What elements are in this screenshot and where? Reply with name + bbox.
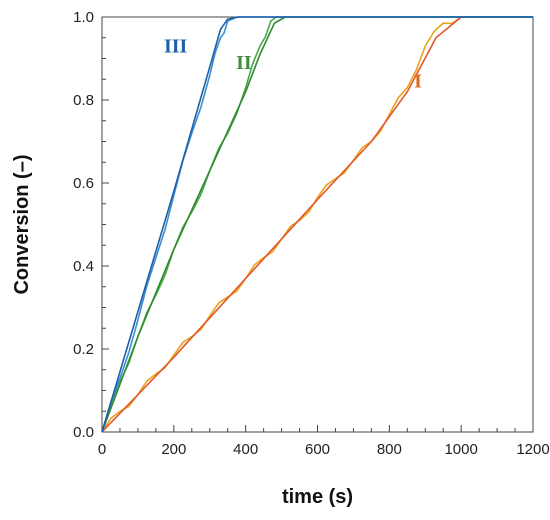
series-label-II: II (236, 52, 252, 74)
y-tick-label: 0.0 (73, 424, 94, 441)
series-label-I: I (414, 71, 422, 93)
series-I-model-line (101, 16, 533, 433)
x-tick-label: 200 (161, 441, 186, 458)
y-axis-title: Conversion (–) (11, 154, 33, 294)
x-tick-label: 1000 (444, 441, 477, 458)
x-axis-title: time (s) (282, 486, 353, 508)
y-tick-label: 1.0 (73, 9, 94, 26)
y-tick-label: 0.2 (73, 341, 94, 358)
y-tick-label: 0.6 (73, 175, 94, 192)
x-tick-label: 800 (377, 441, 402, 458)
x-tick-label: 400 (233, 441, 258, 458)
y-tick-label: 0.4 (73, 258, 94, 275)
series-label-III: III (164, 35, 188, 57)
y-tick-label: 0.8 (73, 92, 94, 109)
x-tick-label: 1200 (516, 441, 549, 458)
x-tick-label: 600 (305, 441, 330, 458)
series-layer (101, 16, 533, 433)
series-II-model-line (101, 16, 533, 433)
series-III-model-line (101, 16, 533, 433)
series-III-experimental-line (101, 16, 533, 433)
axis-ticks: 0 200 400 600 800 1000 1200 0.0 0.2 0.4 0.6 0.8 1.0 (73, 9, 550, 458)
x-tick-label: 0 (98, 441, 106, 458)
